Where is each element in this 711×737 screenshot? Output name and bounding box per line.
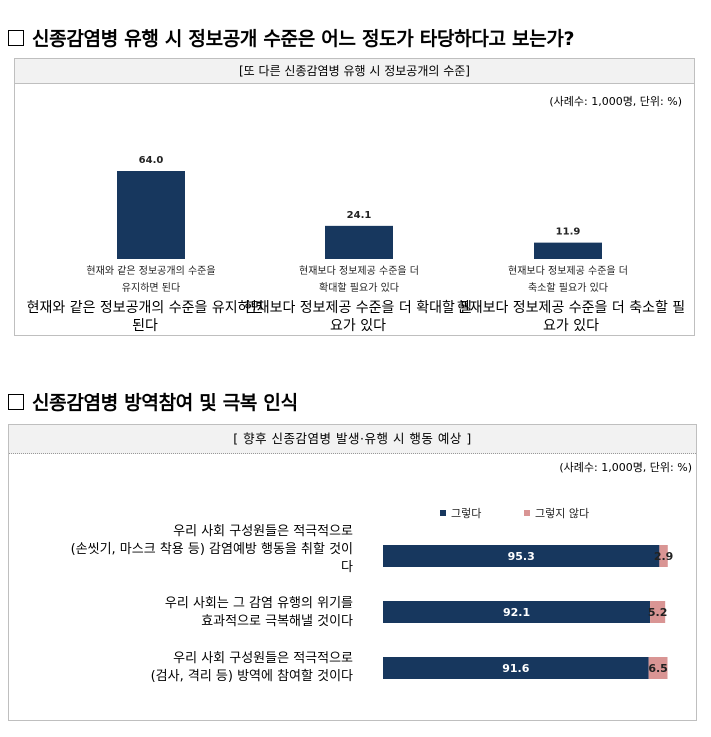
section-heading-participation: 신종감염병 방역참여 및 극복 인식 [8, 388, 298, 415]
caption-reduce: 현재보다 정보제공 수준을 더 축소할 필요가 있다 [456, 300, 686, 334]
bar [325, 225, 393, 259]
bar [534, 242, 602, 259]
legend-label: 그렇지 않다 [535, 507, 589, 520]
bar-segment [383, 657, 649, 679]
unit-label: (사례수: 1,000명, 단위: %) [549, 95, 682, 108]
bar-segment [659, 545, 668, 567]
panel-title: [ 향후 신종감염병 발생·유행 시 행동 예상 ] [9, 425, 696, 454]
data-label: 92.1 [503, 606, 530, 619]
chart-panel-behavior: [ 향후 신종감염병 발생·유행 시 행동 예상 ] (사례수: 1,000명,… [8, 424, 697, 721]
data-label: 2.9 [654, 550, 674, 563]
row-label-quarantine: 우리 사회 구성원들은 적극적으로 (검사, 격리 등) 방역에 참여할 것이다 [150, 651, 353, 684]
data-label: 11.9 [556, 227, 581, 238]
data-label: 64.0 [139, 155, 164, 166]
category-label: 유지하면 된다 [122, 281, 180, 294]
legend-swatch [440, 510, 446, 516]
category-label: 현재와 같은 정보공개의 수준을 [86, 265, 215, 277]
checkbox-square-icon [8, 394, 24, 410]
category-label: 축소할 필요가 있다 [528, 282, 608, 294]
bar-segment [383, 545, 660, 567]
legend-label: 그렇다 [451, 507, 481, 520]
data-label: 24.1 [347, 210, 372, 221]
stacked-horizontal-bar-chart: 그렇다 그렇지 않다 95.3 2.9 92.1 5.2 91.6 6.5 [383, 507, 674, 679]
data-label: 91.6 [502, 662, 529, 675]
category-label: 현재보다 정보제공 수준을 더 [299, 265, 419, 277]
row-label-prevention: 우리 사회 구성원들은 적극적으로 (손씻기, 마스크 착용 등) 감염예방 행… [70, 524, 353, 575]
data-label: 95.3 [508, 550, 535, 563]
caption-maintain: 현재와 같은 정보공개의 수준을 유지하면 된다 [26, 300, 264, 334]
bar-segment [383, 601, 651, 623]
category-label: 확대할 필요가 있다 [319, 282, 399, 294]
caption-expand: 현재보다 정보제공 수준을 더 확대할 필요가 있다 [243, 300, 473, 334]
data-label: 6.5 [648, 662, 668, 675]
row-label-overcome: 우리 사회는 그 감염 유행의 위기를 효과적으로 극복해낼 것이다 [164, 596, 353, 629]
bar-segment [650, 601, 666, 623]
unit-label: (사례수: 1,000명, 단위: %) [559, 461, 692, 474]
bar [117, 171, 185, 259]
category-label: 현재보다 정보제공 수준을 더 [508, 265, 628, 277]
panel-title: [또 다른 신종감염병 유행 시 정보공개의 수준] [15, 59, 694, 84]
section-heading-disclosure: 신종감염병 유행 시 정보공개 수준은 어느 정도가 타당하다고 보는가? [8, 24, 575, 51]
checkbox-square-icon [8, 30, 24, 46]
chart-panel-disclosure: [또 다른 신종감염병 유행 시 정보공개의 수준] (사례수: 1,000명,… [14, 58, 695, 336]
bar-segment [648, 657, 668, 679]
legend-swatch [524, 510, 530, 516]
data-label: 5.2 [648, 606, 668, 619]
